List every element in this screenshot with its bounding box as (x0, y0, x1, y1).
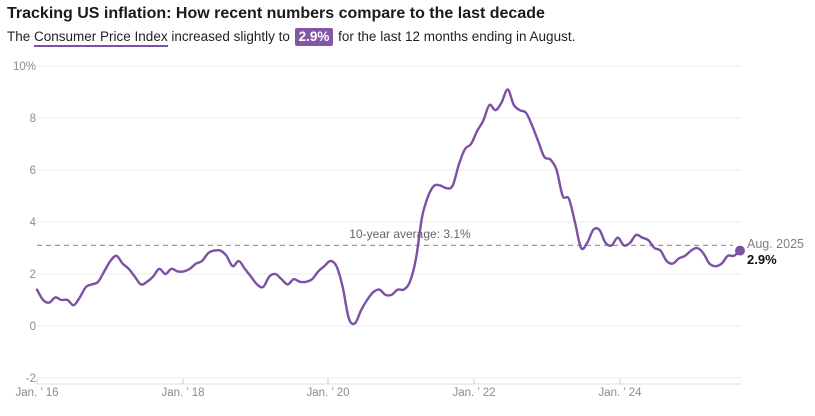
subtitle: The Consumer Price Index increased sligh… (7, 28, 808, 47)
subtitle-suffix: for the last 12 months ending in August. (334, 29, 576, 44)
page-title: Tracking US inflation: How recent number… (7, 5, 545, 22)
y-tick-neg2: -2 (26, 373, 36, 385)
chart-header: Tracking US inflation: How recent number… (7, 4, 808, 47)
x-tick-jan18: Jan. ’ 18 (161, 387, 204, 399)
gridlines (37, 65, 741, 379)
subtitle-mid: increased slightly to (167, 29, 294, 44)
x-tick-jan16: Jan. ’ 16 (15, 387, 58, 399)
cpi-line-series (35, 88, 745, 326)
y-tick-8: 8 (30, 113, 36, 125)
cpi-value-badge: 2.9% (294, 28, 334, 46)
average-line-label: 10-year average: 3.1% (349, 227, 471, 241)
x-tick-jan24: Jan. ’ 24 (598, 387, 642, 399)
y-tick-0: 0 (30, 321, 36, 333)
x-axis (36, 379, 741, 385)
y-tick-2: 2 (30, 269, 36, 281)
end-annotation-value: 2.9% (747, 252, 777, 267)
y-tick-4: 4 (30, 217, 37, 229)
latest-value-dot (735, 245, 745, 256)
x-tick-jan20: Jan. ’ 20 (306, 387, 349, 399)
y-tick-10: 10% (13, 61, 36, 73)
subtitle-prefix: The (7, 29, 35, 44)
x-tick-jan22: Jan. ’ 22 (452, 387, 495, 399)
cpi-index-link[interactable]: Consumer Price Index (34, 29, 168, 47)
y-tick-6: 6 (30, 165, 36, 177)
end-annotation-date: Aug. 2025 (747, 237, 804, 251)
